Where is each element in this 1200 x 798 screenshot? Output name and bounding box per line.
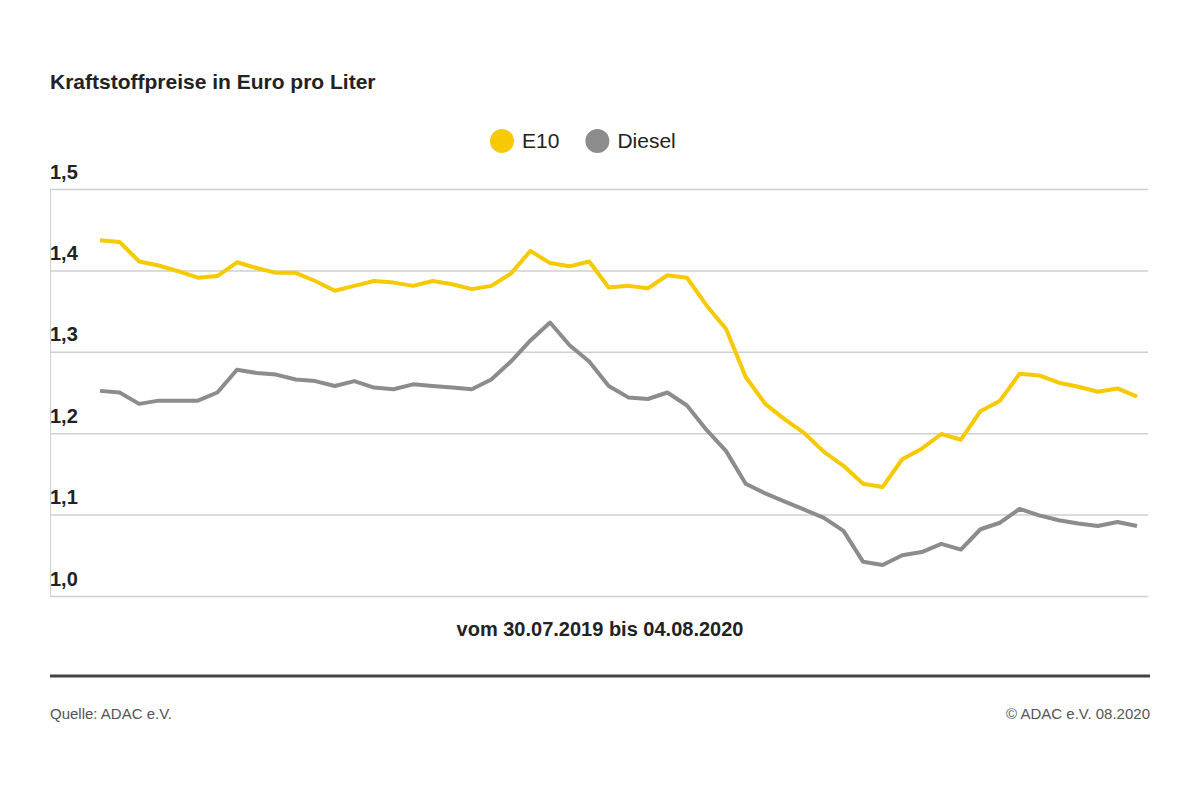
legend: E10 Diesel [490,129,676,153]
y-tick-label: 1,2 [50,405,78,427]
grid-line [50,433,1148,435]
y-tick: 1,0 [50,568,1148,597]
credit: © ADAC e.V. 08.2020 [1006,705,1150,722]
chart: Kraftstoffpreise in Euro pro Liter 1,0 1,1… [0,0,1200,798]
grid-line [50,596,1148,598]
y-tick-label: 1,5 [50,161,78,183]
legend-label: Diesel [617,129,675,152]
footer-rule [50,675,1150,678]
y-tick-label: 1,4 [50,242,79,264]
legend-marker [490,129,514,153]
plot-area [100,240,1137,565]
x-axis-title: vom 30.07.2019 bis 04.08.2020 [457,618,744,640]
y-tick: 1,5 [50,161,1148,190]
legend-item: E10 [490,129,559,153]
title: Kraftstoffpreise in Euro pro Liter [50,70,376,93]
source: Quelle: ADAC e.V. [50,705,172,722]
y-tick-label: 1,1 [50,486,78,508]
grid-line [50,352,1148,354]
y-tick: 1,1 [50,486,1148,515]
line-series [100,322,1137,565]
grid-line [50,514,1148,516]
y-axis: 1,0 1,1 1,2 1,3 1,4 1,5 [50,161,1148,597]
legend-label: E10 [522,129,559,152]
grid-line [50,189,1148,191]
y-tick: 1,3 [50,323,1148,352]
y-tick-label: 1,0 [50,568,78,590]
legend-item: Diesel [585,129,675,153]
line-series [100,240,1137,487]
y-tick-label: 1,3 [50,323,78,345]
y-tick: 1,4 [50,242,1148,271]
legend-marker [585,129,609,153]
